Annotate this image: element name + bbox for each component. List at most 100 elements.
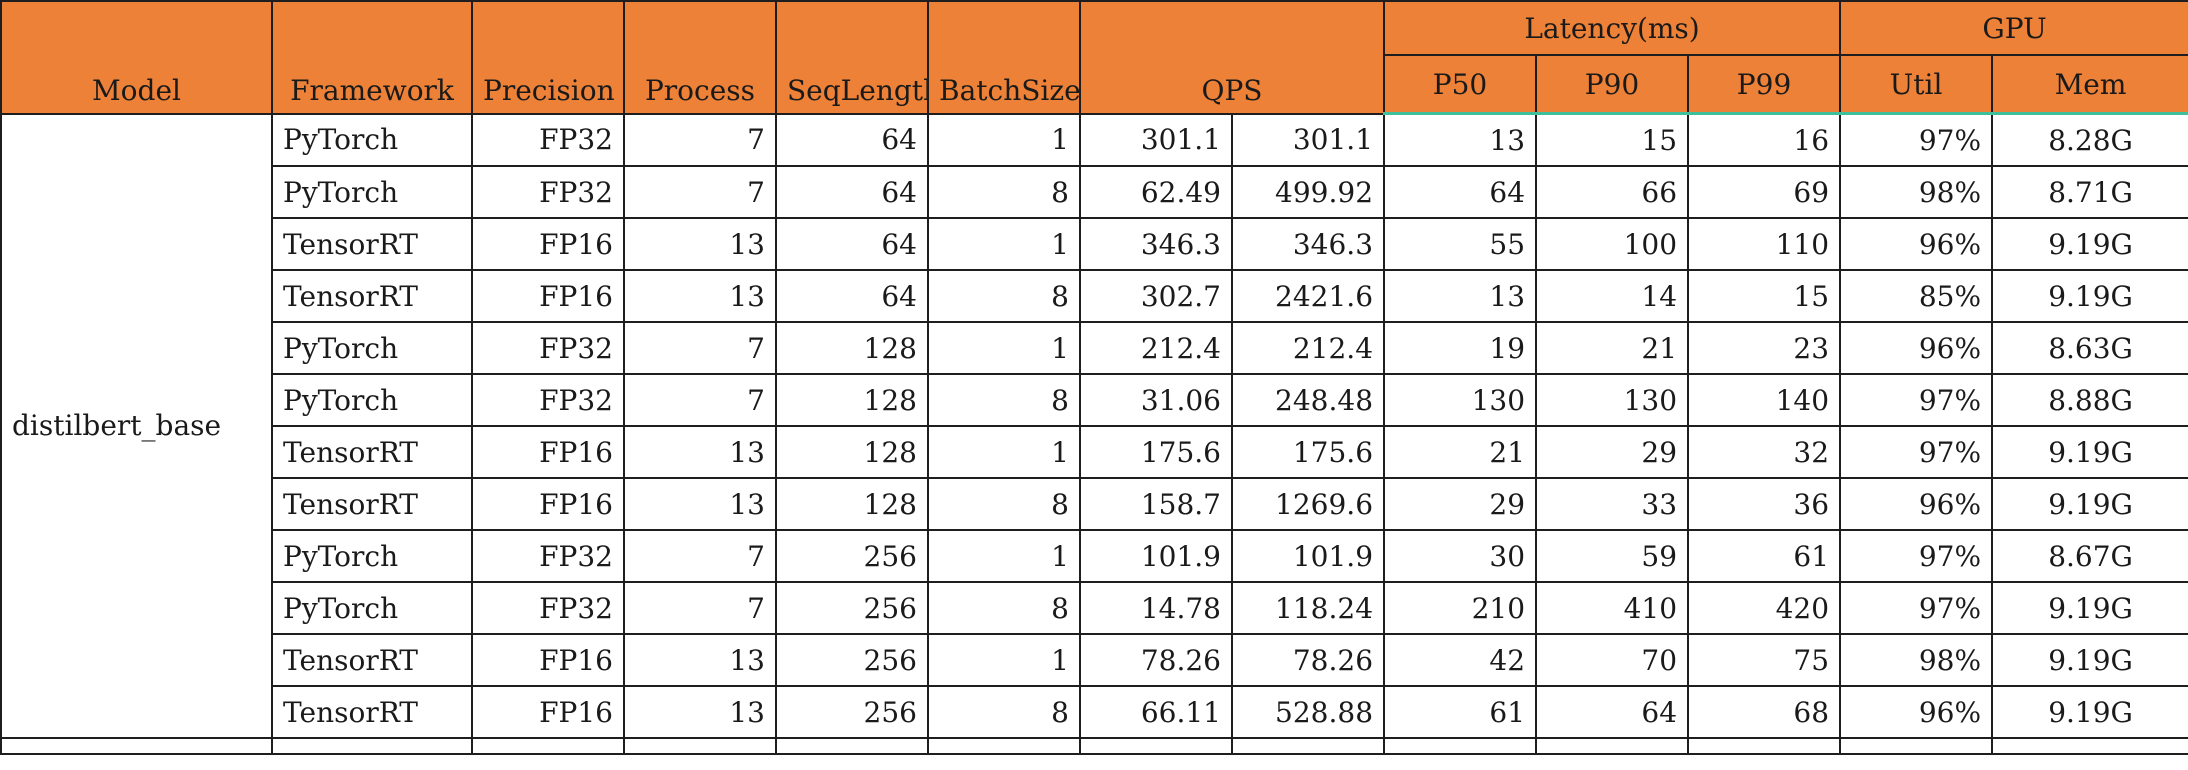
qps-total-cell[interactable]: 1269.6 bbox=[1230, 477, 1386, 531]
p90-cell[interactable]: 66 bbox=[1535, 165, 1690, 219]
p99-cell[interactable]: 32 bbox=[1687, 425, 1842, 479]
qps-cell[interactable]: 346.3 bbox=[1079, 217, 1233, 271]
process-cell[interactable]: 13 bbox=[623, 217, 777, 271]
process-cell[interactable]: 7 bbox=[623, 165, 777, 219]
p50-cell[interactable]: 30 bbox=[1383, 529, 1538, 583]
process-cell[interactable]: 7 bbox=[623, 321, 777, 375]
header-p50[interactable]: P50 bbox=[1383, 54, 1538, 115]
empty-cell[interactable] bbox=[1991, 737, 2188, 755]
framework-cell[interactable]: PyTorch bbox=[271, 112, 473, 167]
empty-cell[interactable] bbox=[927, 737, 1081, 755]
empty-cell[interactable] bbox=[1535, 737, 1690, 755]
precision-cell[interactable]: FP32 bbox=[471, 321, 625, 375]
gpu-mem-cell[interactable]: 9.19G bbox=[1991, 581, 2188, 635]
qps-cell[interactable]: 78.26 bbox=[1079, 633, 1233, 687]
process-cell[interactable]: 13 bbox=[623, 425, 777, 479]
p99-cell[interactable]: 68 bbox=[1687, 685, 1842, 739]
precision-cell[interactable]: FP32 bbox=[471, 529, 625, 583]
p90-cell[interactable]: 21 bbox=[1535, 321, 1690, 375]
framework-cell[interactable]: PyTorch bbox=[271, 321, 473, 375]
gpu-util-cell[interactable]: 96% bbox=[1839, 321, 1994, 375]
qps-total-cell[interactable]: 346.3 bbox=[1230, 217, 1386, 271]
p99-cell[interactable]: 15 bbox=[1687, 269, 1842, 323]
empty-cell[interactable] bbox=[1079, 737, 1233, 755]
p99-cell[interactable]: 36 bbox=[1687, 477, 1842, 531]
qps-total-cell[interactable]: 212.4 bbox=[1230, 321, 1386, 375]
precision-cell[interactable]: FP16 bbox=[471, 425, 625, 479]
gpu-mem-cell[interactable]: 8.67G bbox=[1991, 529, 2188, 583]
batchsize-cell[interactable]: 1 bbox=[927, 425, 1081, 479]
gpu-util-cell[interactable]: 97% bbox=[1839, 112, 1994, 167]
framework-cell[interactable]: PyTorch bbox=[271, 529, 473, 583]
qps-total-cell[interactable]: 301.1 bbox=[1230, 112, 1386, 167]
p50-cell[interactable]: 13 bbox=[1383, 269, 1538, 323]
p50-cell[interactable]: 13 bbox=[1383, 112, 1538, 167]
framework-cell[interactable]: TensorRT bbox=[271, 217, 473, 271]
qps-cell[interactable]: 14.78 bbox=[1079, 581, 1233, 635]
p50-cell[interactable]: 64 bbox=[1383, 165, 1538, 219]
p99-cell[interactable]: 140 bbox=[1687, 373, 1842, 427]
empty-cell[interactable] bbox=[1839, 737, 1994, 755]
p50-cell[interactable]: 61 bbox=[1383, 685, 1538, 739]
process-cell[interactable]: 7 bbox=[623, 112, 777, 167]
process-cell[interactable]: 7 bbox=[623, 581, 777, 635]
qps-cell[interactable]: 62.49 bbox=[1079, 165, 1233, 219]
gpu-util-cell[interactable]: 97% bbox=[1839, 581, 1994, 635]
batchsize-cell[interactable]: 8 bbox=[927, 685, 1081, 739]
precision-cell[interactable]: FP16 bbox=[471, 217, 625, 271]
qps-total-cell[interactable]: 101.9 bbox=[1230, 529, 1386, 583]
batchsize-cell[interactable]: 1 bbox=[927, 112, 1081, 167]
header-process[interactable]: Process bbox=[623, 0, 777, 115]
seqlength-cell[interactable]: 64 bbox=[775, 269, 929, 323]
seqlength-cell[interactable]: 128 bbox=[775, 425, 929, 479]
seqlength-cell[interactable]: 256 bbox=[775, 529, 929, 583]
p99-cell[interactable]: 16 bbox=[1687, 112, 1842, 167]
seqlength-cell[interactable]: 256 bbox=[775, 633, 929, 687]
seqlength-cell[interactable]: 256 bbox=[775, 581, 929, 635]
header-util[interactable]: Util bbox=[1839, 54, 1994, 115]
framework-cell[interactable]: TensorRT bbox=[271, 425, 473, 479]
header-batchsize[interactable]: BatchSize bbox=[927, 0, 1081, 115]
seqlength-cell[interactable]: 64 bbox=[775, 112, 929, 167]
p90-cell[interactable]: 15 bbox=[1535, 112, 1690, 167]
precision-cell[interactable]: FP32 bbox=[471, 373, 625, 427]
qps-cell[interactable]: 212.4 bbox=[1079, 321, 1233, 375]
p50-cell[interactable]: 21 bbox=[1383, 425, 1538, 479]
header-mem[interactable]: Mem bbox=[1991, 54, 2188, 115]
precision-cell[interactable]: FP16 bbox=[471, 477, 625, 531]
gpu-mem-cell[interactable]: 8.28G bbox=[1991, 112, 2188, 167]
gpu-util-cell[interactable]: 97% bbox=[1839, 425, 1994, 479]
header-precision[interactable]: Precision bbox=[471, 0, 625, 115]
seqlength-cell[interactable]: 256 bbox=[775, 685, 929, 739]
seqlength-cell[interactable]: 64 bbox=[775, 217, 929, 271]
p99-cell[interactable]: 420 bbox=[1687, 581, 1842, 635]
empty-cell[interactable] bbox=[1687, 737, 1842, 755]
gpu-util-cell[interactable]: 96% bbox=[1839, 477, 1994, 531]
gpu-util-cell[interactable]: 96% bbox=[1839, 685, 1994, 739]
gpu-util-cell[interactable]: 96% bbox=[1839, 217, 1994, 271]
qps-total-cell[interactable]: 78.26 bbox=[1230, 633, 1386, 687]
qps-total-cell[interactable]: 118.24 bbox=[1230, 581, 1386, 635]
gpu-mem-cell[interactable]: 9.19G bbox=[1991, 477, 2188, 531]
gpu-mem-cell[interactable]: 9.19G bbox=[1991, 633, 2188, 687]
framework-cell[interactable]: PyTorch bbox=[271, 165, 473, 219]
header-framework[interactable]: Framework bbox=[271, 0, 473, 115]
header-gpu-group[interactable]: GPU bbox=[1839, 0, 2188, 56]
qps-total-cell[interactable]: 499.92 bbox=[1230, 165, 1386, 219]
batchsize-cell[interactable]: 1 bbox=[927, 321, 1081, 375]
p50-cell[interactable]: 29 bbox=[1383, 477, 1538, 531]
p90-cell[interactable]: 33 bbox=[1535, 477, 1690, 531]
empty-cell[interactable] bbox=[471, 737, 625, 755]
gpu-mem-cell[interactable]: 9.19G bbox=[1991, 269, 2188, 323]
batchsize-cell[interactable]: 8 bbox=[927, 581, 1081, 635]
p50-cell[interactable]: 19 bbox=[1383, 321, 1538, 375]
p99-cell[interactable]: 75 bbox=[1687, 633, 1842, 687]
framework-cell[interactable]: TensorRT bbox=[271, 685, 473, 739]
batchsize-cell[interactable]: 1 bbox=[927, 217, 1081, 271]
qps-cell[interactable]: 31.06 bbox=[1079, 373, 1233, 427]
p50-cell[interactable]: 130 bbox=[1383, 373, 1538, 427]
empty-cell[interactable] bbox=[0, 737, 273, 755]
batchsize-cell[interactable]: 8 bbox=[927, 165, 1081, 219]
gpu-mem-cell[interactable]: 9.19G bbox=[1991, 425, 2188, 479]
header-p90[interactable]: P90 bbox=[1535, 54, 1690, 115]
